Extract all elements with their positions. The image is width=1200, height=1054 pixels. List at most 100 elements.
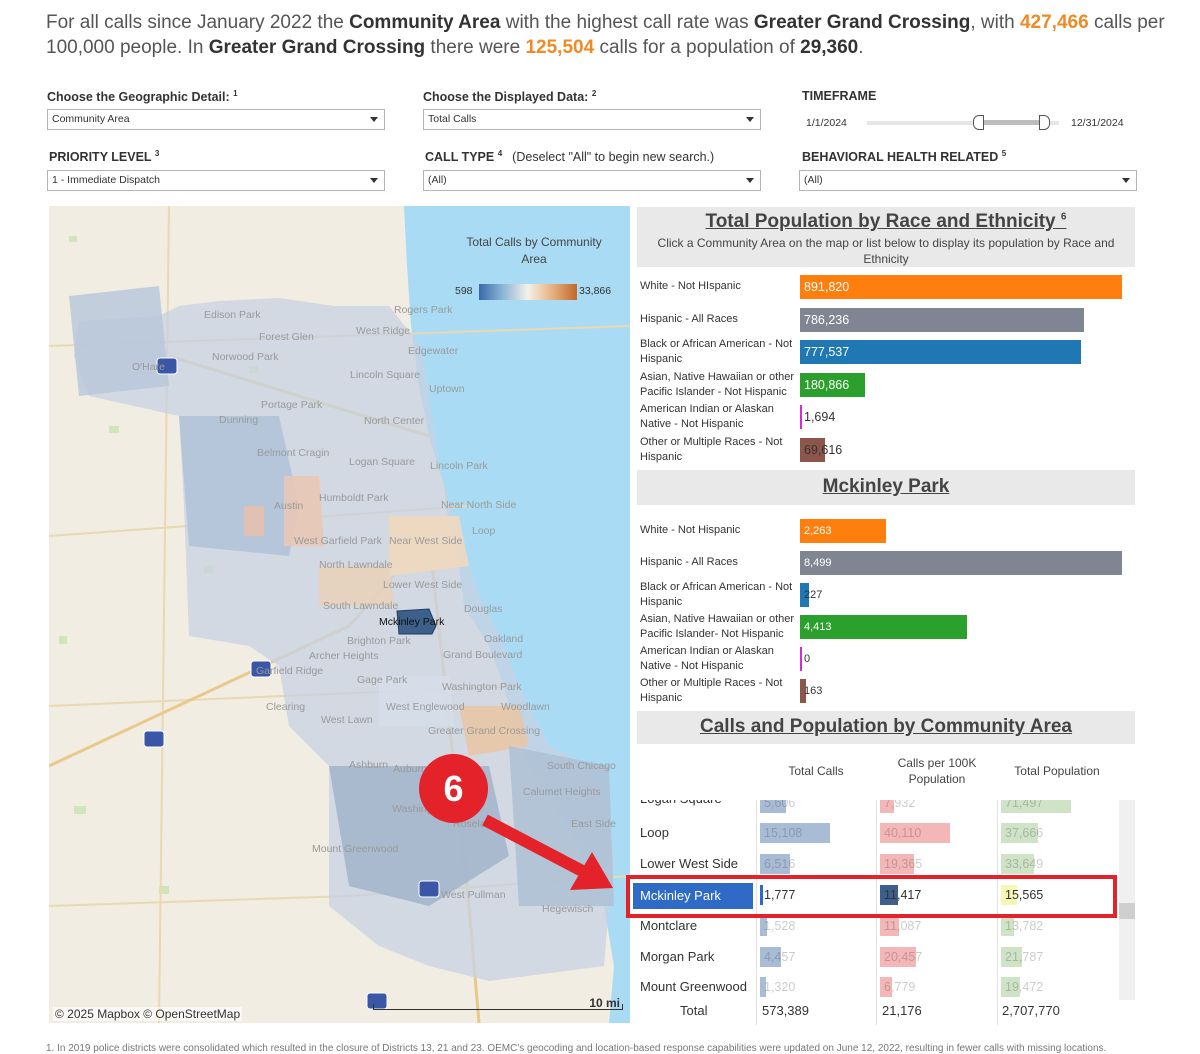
row-area-name[interactable]: Mount Greenwood bbox=[640, 979, 747, 994]
community-area-map[interactable]: Edison Park Rogers Park Forest Glen West Ri… bbox=[49, 206, 630, 1023]
map-label: Dunning bbox=[219, 414, 259, 426]
race-bar-row[interactable]: Asian, Native Hawaiian or other Pacific … bbox=[637, 612, 1135, 642]
bar[interactable] bbox=[800, 647, 802, 671]
row-area-name[interactable]: Logan Square bbox=[640, 800, 722, 806]
table-row[interactable]: Mckinley Park 1,777 11,417 15,565 bbox=[633, 879, 1121, 910]
column-divider bbox=[756, 800, 757, 1025]
row-area-name[interactable]: Lower West Side bbox=[640, 856, 739, 871]
race-bar-row[interactable]: White - Not HIspanic 891,820 bbox=[637, 272, 1135, 302]
cell-rate: 11,087 bbox=[880, 916, 995, 936]
cell-bar bbox=[1001, 854, 1034, 874]
table-row[interactable]: Logan Square 5,606 7,932 71,497 bbox=[637, 800, 1121, 814]
timeframe-slider-track[interactable] bbox=[867, 121, 1059, 125]
row-area-name[interactable]: Montclare bbox=[640, 918, 698, 933]
table-scrollbar-thumb[interactable] bbox=[1119, 903, 1135, 919]
call-type-dropdown[interactable]: (All) bbox=[423, 170, 761, 191]
area-ohare[interactable] bbox=[69, 286, 169, 396]
timeframe-end-handle[interactable] bbox=[1039, 115, 1050, 130]
map-label: Edgewater bbox=[408, 345, 459, 357]
area-north-lawndale[interactable] bbox=[319, 566, 394, 606]
behavioral-health-dropdown[interactable]: (All) bbox=[799, 170, 1137, 191]
totals-population: 2,707,770 bbox=[1002, 1003, 1060, 1018]
race-chart-subtitle: Click a Community Area on the map or lis… bbox=[657, 236, 1115, 266]
bar[interactable] bbox=[800, 583, 809, 607]
race-bar-row[interactable]: Other or Multiple Races - Not Hispanic 16… bbox=[637, 676, 1135, 706]
row-area-name[interactable]: Morgan Park bbox=[640, 949, 715, 964]
cell-rate: 7,932 bbox=[880, 800, 995, 813]
race-bar-row[interactable]: Other or Multiple Races - Not Hispanic 69… bbox=[637, 435, 1135, 465]
map-label: North Center bbox=[364, 415, 425, 427]
cell-calls: 1,528 bbox=[760, 916, 875, 936]
race-bar-row[interactable]: Hispanic - All Races 786,236 bbox=[637, 305, 1135, 335]
area-mckinley-park-selected[interactable] bbox=[396, 608, 437, 635]
bar-value: 163 bbox=[804, 685, 823, 697]
cell-bar bbox=[880, 885, 898, 905]
geo-detail-dropdown[interactable]: Community Area bbox=[47, 109, 385, 130]
table-row[interactable]: Lower West Side 6,516 19,365 33,649 bbox=[637, 848, 1121, 879]
row-area-name[interactable]: Mckinley Park bbox=[633, 883, 753, 909]
col-total-calls[interactable]: Total Calls bbox=[788, 764, 844, 778]
bar[interactable] bbox=[800, 679, 807, 703]
legend-color-ramp bbox=[479, 284, 577, 300]
map-credit[interactable]: © 2025 Mapbox © OpenStreetMap bbox=[53, 1007, 243, 1021]
map-label: Rogers Park bbox=[394, 304, 453, 316]
bar[interactable] bbox=[800, 275, 1122, 299]
priority-level-dropdown[interactable]: 1 - Immediate Dispatch bbox=[47, 170, 385, 191]
cell-bar bbox=[760, 854, 791, 874]
col-total-population[interactable]: Total Population bbox=[1014, 764, 1100, 778]
timeframe-start-handle[interactable] bbox=[973, 115, 984, 130]
bar[interactable] bbox=[800, 615, 968, 639]
bar[interactable] bbox=[800, 340, 1081, 364]
race-bar-row[interactable]: Hispanic - All Races 8,499 bbox=[637, 548, 1135, 578]
bar-value: 69,616 bbox=[804, 443, 843, 457]
bar-label: Other or Multiple Races - Not Hispanic bbox=[640, 436, 783, 463]
race-bar-row[interactable]: Black or African American - Not Hispanic… bbox=[637, 337, 1135, 367]
displayed-data-dropdown[interactable]: Total Calls bbox=[423, 109, 761, 130]
bar[interactable] bbox=[800, 405, 802, 429]
race-bar-row[interactable]: White - Not Hispanic 2,263 bbox=[637, 516, 1135, 546]
bar[interactable] bbox=[800, 519, 886, 543]
map-label: Oakland bbox=[484, 633, 524, 645]
area-austin[interactable] bbox=[284, 476, 324, 546]
map-label: North Lawndale bbox=[319, 559, 393, 571]
area-englewood[interactable] bbox=[379, 676, 454, 726]
map-label: Brighton Park bbox=[347, 635, 411, 647]
bar[interactable] bbox=[800, 438, 826, 462]
chevron-down-icon bbox=[370, 117, 378, 122]
row-area-name[interactable]: Loop bbox=[640, 825, 669, 840]
area-greater-grand-crossing[interactable] bbox=[459, 706, 529, 756]
area-northwest[interactable] bbox=[179, 416, 299, 556]
timeframe-slider-range bbox=[978, 120, 1044, 125]
area-near-west-side[interactable] bbox=[389, 516, 469, 576]
cell-value: 7,932 bbox=[884, 800, 916, 810]
priority-level-label: PRIORITY LEVEL 3 bbox=[49, 149, 160, 165]
race-bar-row[interactable]: American Indian or Alaskan Native - Not … bbox=[637, 402, 1135, 432]
bar[interactable] bbox=[800, 551, 1122, 575]
chevron-down-icon bbox=[1122, 178, 1130, 183]
area-west-garfield[interactable] bbox=[244, 506, 264, 536]
cell-bar bbox=[1001, 977, 1021, 997]
map-label: Hegewisch bbox=[542, 903, 594, 915]
cell-value: 6,516 bbox=[764, 857, 796, 871]
map-label: Edison Park bbox=[204, 309, 261, 321]
behavioral-health-label: BEHAVIORAL HEALTH RELATED 5 bbox=[802, 149, 1007, 165]
col-calls-per-100k[interactable]: Calls per 100K Population bbox=[897, 756, 977, 786]
race-bar-row[interactable]: Black or African American - Not Hispanic… bbox=[637, 580, 1135, 610]
table-row[interactable]: Montclare 1,528 11,087 13,782 bbox=[637, 910, 1121, 941]
cell-rate: 20,457 bbox=[880, 947, 995, 967]
race-bar-row[interactable]: Asian, Native Hawaiian or other Pacific … bbox=[637, 370, 1135, 400]
table-row[interactable]: Morgan Park 4,457 20,457 21,787 bbox=[637, 941, 1121, 972]
table-row[interactable]: Mount Greenwood 1,320 6,779 19,472 bbox=[637, 971, 1121, 1002]
cell-value: 21,787 bbox=[1005, 950, 1044, 964]
bar[interactable] bbox=[800, 373, 866, 397]
table-scrollbar[interactable] bbox=[1119, 800, 1135, 1000]
race-bar-row[interactable]: American Indian or Alaskan Native - Not … bbox=[637, 644, 1135, 674]
bar-label: Black or African American - Not Hispanic bbox=[640, 581, 793, 608]
map-label: Belmont Cragin bbox=[257, 447, 330, 459]
table-row[interactable]: Loop 15,108 40,110 37,666 bbox=[637, 817, 1121, 848]
bar-label: Hispanic - All Races bbox=[640, 313, 738, 325]
cell-bar bbox=[880, 916, 900, 936]
bar-label: White - Not Hispanic bbox=[640, 524, 741, 536]
bar[interactable] bbox=[800, 308, 1084, 332]
bar-value: 1,694 bbox=[804, 410, 836, 424]
